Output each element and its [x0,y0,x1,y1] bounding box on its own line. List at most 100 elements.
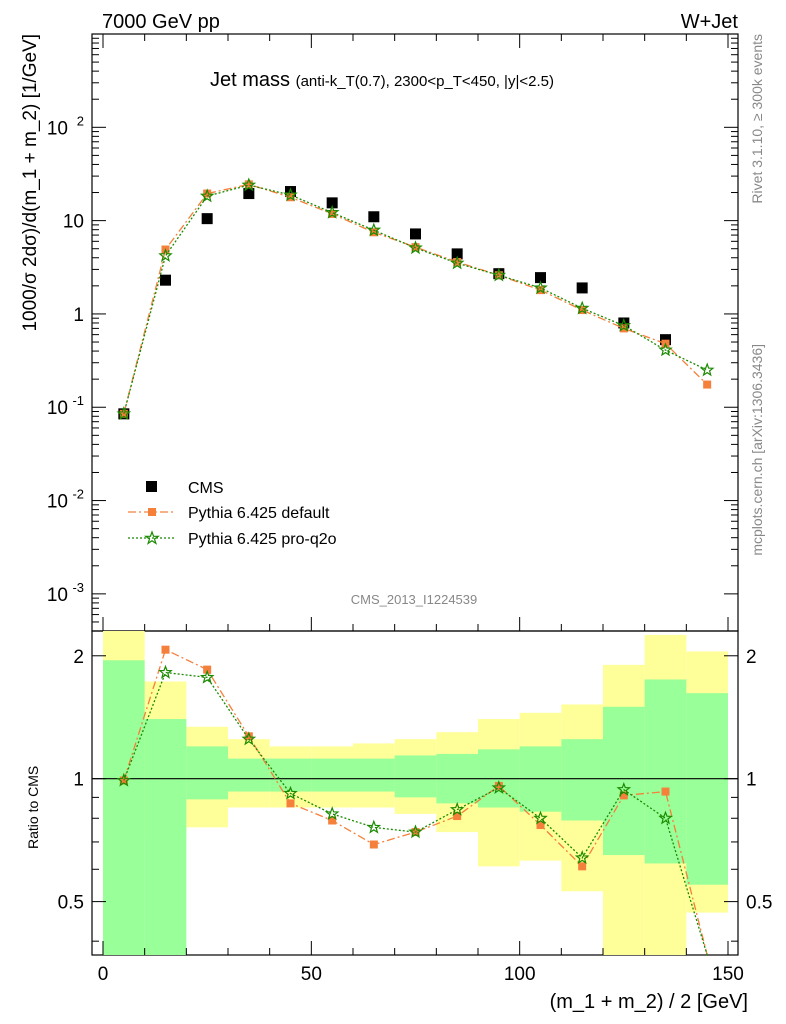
x-tick-label-50: 50 [301,964,322,985]
data-series [116,177,715,956]
y-tick-label-exp-2: 2 [77,113,84,128]
band-green-14 [686,693,728,885]
ratio-default-point-6 [369,840,378,849]
band-green-2 [186,746,228,800]
ratio-proq2o-point-7 [408,824,423,839]
series-line-2 [123,184,708,414]
band-green-6 [353,758,395,792]
plot-title-sub: (anti-k_T(0.7), 2300<p_T<450, |y|<2.5) [296,73,554,90]
y-tick-label--3: 10 [47,585,68,606]
ratio-tick-label-1: 1 [73,770,84,791]
default-point-3 [244,180,253,189]
legend-marker-proq2o [143,530,161,545]
cms-point-13 [660,334,671,346]
default-point-14 [703,380,712,389]
ratio-line-1 [123,671,708,956]
proq2o-point-9 [491,267,507,282]
cms-point-8 [451,248,463,260]
default-point-0 [119,409,128,418]
ratio-default-point-2 [203,665,212,674]
ratio-default-point-3 [244,732,253,741]
band-green-3 [228,758,270,792]
default-point-8 [453,258,462,267]
y-tick-label-2: 10 [47,118,68,139]
y-tick-label-1: 10 [63,212,84,233]
cms-point-6 [368,211,380,223]
plot-title-main: Jet mass [210,69,290,91]
analysis-tag: CMS_2013_I1224539 [351,592,478,607]
ratio-proq2o-point-1 [158,664,173,679]
proq2o-point-14 [699,362,715,377]
proq2o-point-8 [449,255,465,270]
ratio-proq2o-point-3 [241,731,257,746]
band-green-12 [603,706,645,856]
axis-ticks [92,34,738,955]
cms-point-7 [410,228,421,240]
proq2o-point-2 [199,188,215,203]
header-process: W+Jet [681,11,739,33]
x-axis-label: (m_1 + m_2) / 2 [GeV] [550,991,748,1013]
ratio-proq2o-point-8 [449,801,465,816]
band-green-5 [311,758,353,792]
ratio-proq2o-point-0 [116,772,132,787]
proq2o-point-10 [533,280,548,295]
band-green-11 [561,739,603,821]
proq2o-point-1 [158,248,173,262]
y-tick-label--1: 10 [47,398,68,419]
cms-point-5 [326,197,338,209]
ratio-default-point-4 [286,799,295,808]
header-energy: 7000 GeV pp [102,11,220,33]
cms-point-3 [243,188,255,200]
legend-marker-cms [146,481,157,492]
ratio-default-point-1 [161,645,170,654]
default-point-5 [328,209,337,218]
ratio-proq2o-point-6 [366,819,382,834]
y-tick-label-exp--2: -2 [72,487,84,502]
ratio-default-point-10 [536,821,545,830]
ratio-tick-label-right-2: 2 [746,647,757,668]
ratio-default-point-9 [494,781,503,790]
ratio-uncertainty-bands [92,631,738,955]
x-tick-label-0: 0 [98,964,109,985]
proq2o-point-6 [366,222,382,237]
band-green-13 [644,679,687,864]
proq2o-point-3 [241,177,257,192]
cms-point-4 [285,186,296,198]
y-tick-label-exp--1: -1 [72,393,84,408]
proq2o-point-11 [574,300,590,315]
ratio-y-axis-label: Ratio to CMS [25,766,41,849]
ratio-tick-label-right-1: 1 [746,770,757,791]
cms-point-10 [535,272,546,284]
cms-point-1 [160,274,171,286]
ratio-default-point-11 [578,862,587,871]
default-point-7 [411,243,420,252]
proq2o-point-7 [408,240,423,255]
ratio-proq2o-point-10 [533,810,548,825]
default-point-11 [578,306,587,315]
ratio-default-point-12 [619,791,628,800]
ratio-plot-frame [91,630,739,956]
ratio-tick-label-2: 2 [73,647,84,668]
ratio-tick-label-right-0.5: 0.5 [746,893,772,914]
legend-label-cms: CMS [188,480,224,497]
cms-point-12 [618,317,630,329]
x-tick-label-100: 100 [504,964,536,985]
legend-marker-default [148,508,156,516]
ratio-proq2o-point-9 [491,780,507,794]
ratio-default-point-13 [661,787,670,796]
y-tick-label-0: 1 [73,305,84,326]
default-point-2 [203,189,212,198]
proq2o-point-4 [283,187,298,202]
band-green-1 [144,719,187,955]
ratio-proq2o-point-13 [658,810,673,825]
band-green-7 [394,755,437,798]
plot-title: Jet mass (anti-k_T(0.7), 2300<p_T<450, |… [210,69,554,91]
cms-point-2 [201,213,213,225]
y-tick-label--2: 10 [47,492,68,513]
x-tick-label-150: 150 [712,964,744,985]
ratio-proq2o-point-4 [283,785,298,800]
ratio-proq2o-point-5 [324,806,340,821]
y-tick-label-exp--3: -3 [72,580,84,595]
ratio-proq2o-point-2 [199,669,215,684]
proq2o-point-12 [616,317,632,332]
